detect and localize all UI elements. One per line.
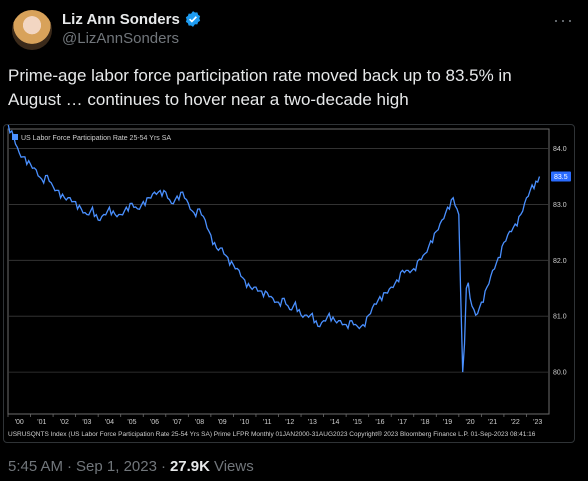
x-tick-label: '13 xyxy=(308,419,317,426)
x-tick-label: '05 xyxy=(127,419,136,426)
x-tick-label: '01 xyxy=(37,419,46,426)
last-value-label: 83.5 xyxy=(554,174,568,181)
y-tick-label: 80.0 xyxy=(553,370,567,377)
grid-lines xyxy=(8,148,549,373)
chart-image[interactable]: 80.0 81.0 82.0 83.0 84.0 '00'01'02'03'04'05 '… xyxy=(3,124,575,443)
author-handle[interactable]: @LizAnnSonders xyxy=(62,30,179,47)
x-tick-label: '22 xyxy=(511,419,520,426)
y-tick-label: 82.0 xyxy=(553,258,567,265)
tweet-header: Liz Ann Sonders @LizAnnSonders ··· xyxy=(8,8,580,52)
x-tick-label: '17 xyxy=(398,419,407,426)
x-tick-label: '10 xyxy=(240,419,249,426)
x-tick-label: '06 xyxy=(150,419,159,426)
author-name[interactable]: Liz Ann Sonders xyxy=(62,10,180,28)
profile-avatar[interactable] xyxy=(12,10,52,50)
legend: US Labor Force Participation Rate 25-54 … xyxy=(12,134,171,142)
views-label: Views xyxy=(213,458,254,475)
x-tick-label: '15 xyxy=(353,419,362,426)
x-tick-label: '16 xyxy=(375,419,384,426)
tweet-time[interactable]: 5:45 AM xyxy=(8,458,64,475)
x-tick-label: '14 xyxy=(330,419,339,426)
tweet-date[interactable]: Sep 1, 2023 xyxy=(76,458,157,475)
meta-separator-2: · xyxy=(160,458,166,475)
series-line xyxy=(7,125,541,373)
plot-frame xyxy=(7,128,550,415)
legend-swatch xyxy=(12,134,18,140)
chart-footer: USRUSQNTS Index (US Labor Force Particip… xyxy=(8,431,536,438)
x-tick-label: '20 xyxy=(466,419,475,426)
author-name-row: Liz Ann Sonders xyxy=(62,10,202,28)
tweet-text: Prime-age labor force participation rate… xyxy=(8,66,512,109)
verified-badge-icon xyxy=(185,11,200,27)
x-tick-label: '21 xyxy=(488,419,497,426)
tweet-meta: 5:45 AM · Sep 1, 2023 · 27.9K Views xyxy=(8,458,254,475)
x-tick-label: '08 xyxy=(195,419,204,426)
x-tick-label: '07 xyxy=(173,419,182,426)
more-options-icon[interactable]: ··· xyxy=(553,10,574,30)
x-tick-label: '11 xyxy=(263,419,272,426)
legend-label: US Labor Force Participation Rate 25-54 … xyxy=(21,135,171,142)
y-tick-label: 83.0 xyxy=(553,202,567,209)
x-tick-label: '04 xyxy=(105,419,114,426)
x-tick-label: '19 xyxy=(443,419,452,426)
x-tick-label: '12 xyxy=(285,419,294,426)
x-tick-label: '02 xyxy=(60,419,69,426)
meta-separator: · xyxy=(67,458,73,475)
y-tick-label: 81.0 xyxy=(553,314,567,321)
line-chart: 80.081.082.083.084.0 '00'01'02'03'04'05 '… xyxy=(7,125,571,426)
x-tick-label: '03 xyxy=(82,419,91,426)
y-tick-label: 84.0 xyxy=(553,146,567,153)
x-tick-label: '00 xyxy=(15,419,24,426)
y-axis: 80.0 81.0 82.0 83.0 84.0 xyxy=(553,146,567,377)
x-axis: '00 '01 '02 '03 '04 '05 '06 '07 '08 '09 '10 '11 '12 '… xyxy=(7,414,542,426)
x-tick-label: '18 xyxy=(420,419,429,426)
x-tick-label: '09 xyxy=(218,419,227,426)
last-value-tag: 83.5 xyxy=(551,171,571,182)
x-tick-label: '23 xyxy=(533,419,542,426)
views-count[interactable]: 27.9K xyxy=(169,458,210,475)
